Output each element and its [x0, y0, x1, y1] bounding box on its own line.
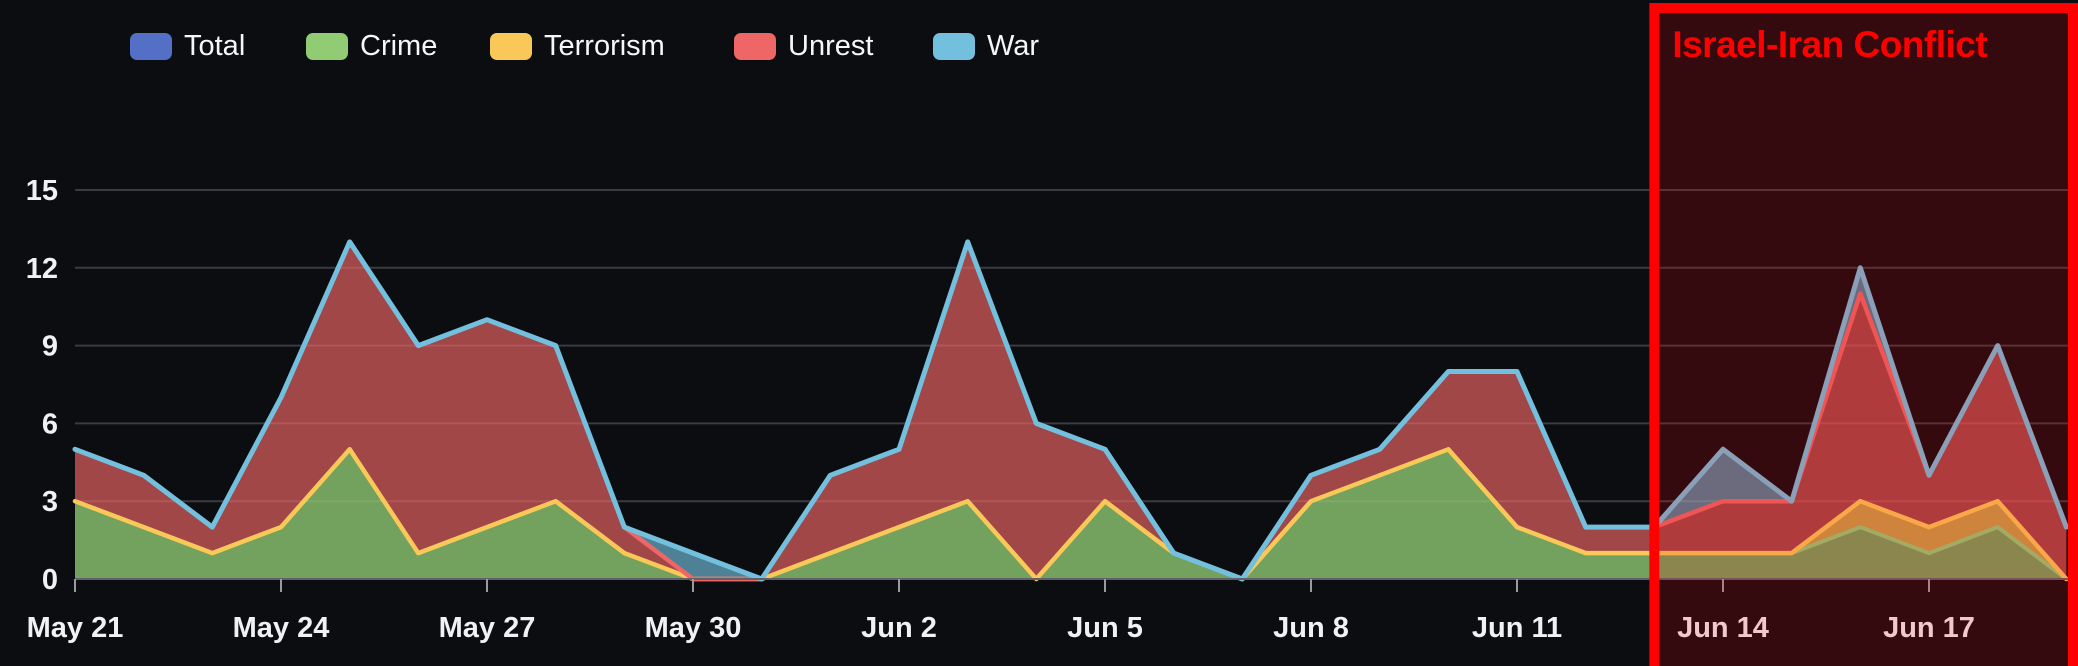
legend-item-crime[interactable]: Crime [306, 30, 437, 62]
x-axis-label: Jun 14 [1677, 612, 1769, 644]
x-axis-label: Jun 2 [861, 612, 937, 644]
x-axis-label: Jun 11 [1472, 612, 1562, 644]
legend-label-war[interactable]: War [987, 30, 1039, 62]
x-axis-label: Jun 8 [1273, 612, 1349, 644]
legend-swatch-crime[interactable] [306, 33, 348, 60]
series-line-war [72, 239, 2069, 582]
legend: Total Crime Terrorism Unrest War [130, 30, 1039, 62]
y-axis-label: 9 [42, 331, 58, 363]
series-area-unrest [75, 241, 2067, 579]
x-axis-label: May 21 [27, 612, 124, 644]
x-axis-label: Jun 5 [1067, 612, 1143, 644]
legend-item-unrest[interactable]: Unrest [734, 30, 873, 62]
y-axis-label: 3 [42, 486, 58, 518]
series-area-crime [75, 449, 2067, 579]
y-axis-label: 12 [26, 253, 58, 285]
legend-swatch-total[interactable] [130, 33, 172, 60]
legend-label-unrest[interactable]: Unrest [788, 30, 873, 62]
legend-label-total[interactable]: Total [184, 30, 245, 62]
y-axis-label: 15 [26, 175, 58, 207]
legend-swatch-terrorism[interactable] [490, 33, 532, 60]
legend-swatch-war[interactable] [933, 33, 975, 60]
legend-label-crime[interactable]: Crime [360, 30, 437, 62]
series-line-terrorism [72, 447, 2069, 582]
x-axis-label: May 30 [645, 612, 742, 644]
x-axis-label: May 24 [233, 612, 330, 644]
conflict-region-label: Israel-Iran Conflict [1672, 24, 1987, 65]
x-axis-label: May 27 [439, 612, 536, 644]
legend-item-total[interactable]: Total [130, 30, 245, 62]
y-axis-label: 6 [42, 408, 58, 440]
conflict-region-highlight [1649, 3, 2078, 666]
legend-item-terrorism[interactable]: Terrorism [490, 30, 665, 62]
legend-label-terrorism[interactable]: Terrorism [544, 30, 665, 62]
legend-item-war[interactable]: War [933, 30, 1039, 62]
legend-swatch-unrest[interactable] [734, 33, 776, 60]
x-axis-label: Jun 17 [1883, 612, 1975, 644]
y-axis-label: 0 [42, 564, 58, 596]
